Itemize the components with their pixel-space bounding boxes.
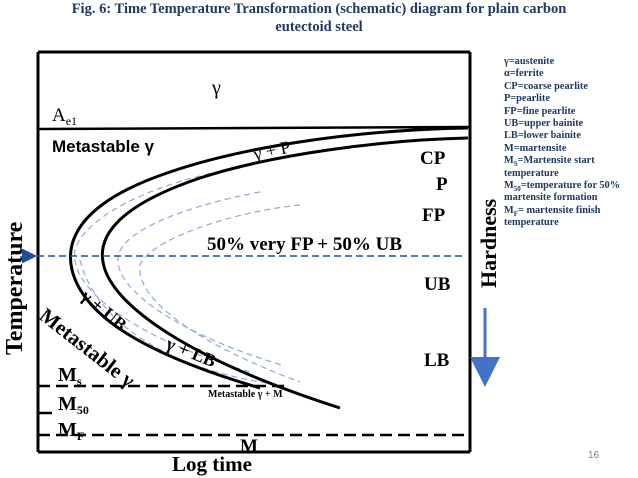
light-curve-1 bbox=[74, 167, 251, 373]
legend-item: α=ferrite bbox=[504, 68, 544, 80]
legend-item: CP=coarse pearlite bbox=[504, 80, 588, 92]
ae1-sub: e1 bbox=[66, 114, 77, 128]
m50-label: M50 bbox=[58, 393, 89, 417]
legend-item-post: =Martensite start temperature bbox=[504, 155, 595, 179]
legend-item: FP=fine pearlite bbox=[504, 105, 576, 117]
light-curve-3 bbox=[139, 204, 301, 383]
metastable-gamma-top: Metastable γ bbox=[52, 137, 155, 156]
legend-item: MF= martensite finish temperature bbox=[504, 205, 636, 230]
title-line-1: Fig. 6: Time Temperature Transformation … bbox=[71, 1, 567, 17]
legend-item: M50=temperature for 50% martensite forma… bbox=[504, 180, 636, 205]
ms-label: Ms bbox=[58, 364, 82, 388]
figure-title: Fig. 6: Time Temperature Transformation … bbox=[0, 0, 638, 36]
hardness-label: Hardness bbox=[476, 198, 501, 288]
mix-label: 50% very FP + 50% UB bbox=[207, 234, 402, 255]
gamma-label: γ bbox=[211, 77, 221, 99]
ae1-main: A bbox=[52, 105, 66, 126]
cp-label: CP bbox=[420, 148, 446, 169]
legend-item-post: = martensite finish temperature bbox=[504, 204, 601, 229]
light-curve-2 bbox=[117, 191, 286, 367]
p-label: P bbox=[436, 174, 448, 195]
legend-item-pre: M bbox=[504, 180, 514, 192]
legend-item-pre: M bbox=[504, 204, 514, 216]
lb-label: LB bbox=[424, 350, 450, 371]
legend-item: LB=lower bainite bbox=[504, 130, 581, 142]
fp-label: FP bbox=[422, 205, 446, 226]
ae1-label: Ae1 bbox=[52, 105, 77, 128]
legend-item: M=martensite bbox=[504, 142, 567, 154]
x-axis-label: Log time bbox=[172, 452, 252, 476]
mf-main: M bbox=[58, 419, 77, 441]
legend-item: P=pearlite bbox=[504, 93, 550, 105]
ms-main: M bbox=[58, 364, 77, 386]
mf-sub: F bbox=[77, 429, 84, 443]
legend-item-sub: S bbox=[513, 160, 518, 169]
start-curve bbox=[69, 126, 469, 390]
legend-item-sub: 50 bbox=[513, 185, 521, 194]
y-axis-label: Temperature bbox=[2, 221, 28, 355]
legend-item: UB=upper bainite bbox=[504, 118, 584, 130]
legend: γ=austenite α=ferrite CP=coarse pearlite… bbox=[504, 56, 636, 230]
legend-item-sub: F bbox=[513, 209, 518, 218]
mf-label: MF bbox=[58, 419, 84, 443]
ms-sub: s bbox=[77, 374, 82, 388]
legend-item-post: =temperature for 50% martensite formatio… bbox=[504, 180, 620, 204]
gamma-ub-label: γ + UB bbox=[77, 285, 131, 335]
title-line-2: eutectoid steel bbox=[275, 19, 363, 35]
legend-item: γ=austenite bbox=[504, 56, 555, 67]
m50-main: M bbox=[58, 393, 77, 415]
finish-curve bbox=[100, 136, 469, 410]
m50-sub: 50 bbox=[77, 403, 89, 417]
light-curve-4 bbox=[79, 259, 281, 386]
legend-item-pre: M bbox=[504, 155, 514, 167]
gamma-p-label: γ + P bbox=[251, 137, 292, 164]
ub-label: UB bbox=[424, 274, 451, 295]
ae1-line bbox=[37, 125, 471, 131]
metastable-gamma-m: Metastable γ + M bbox=[208, 389, 283, 400]
legend-item: MS=Martensite start temperature bbox=[504, 155, 636, 180]
m-label: M bbox=[240, 436, 258, 457]
page-number: 16 bbox=[588, 450, 600, 461]
